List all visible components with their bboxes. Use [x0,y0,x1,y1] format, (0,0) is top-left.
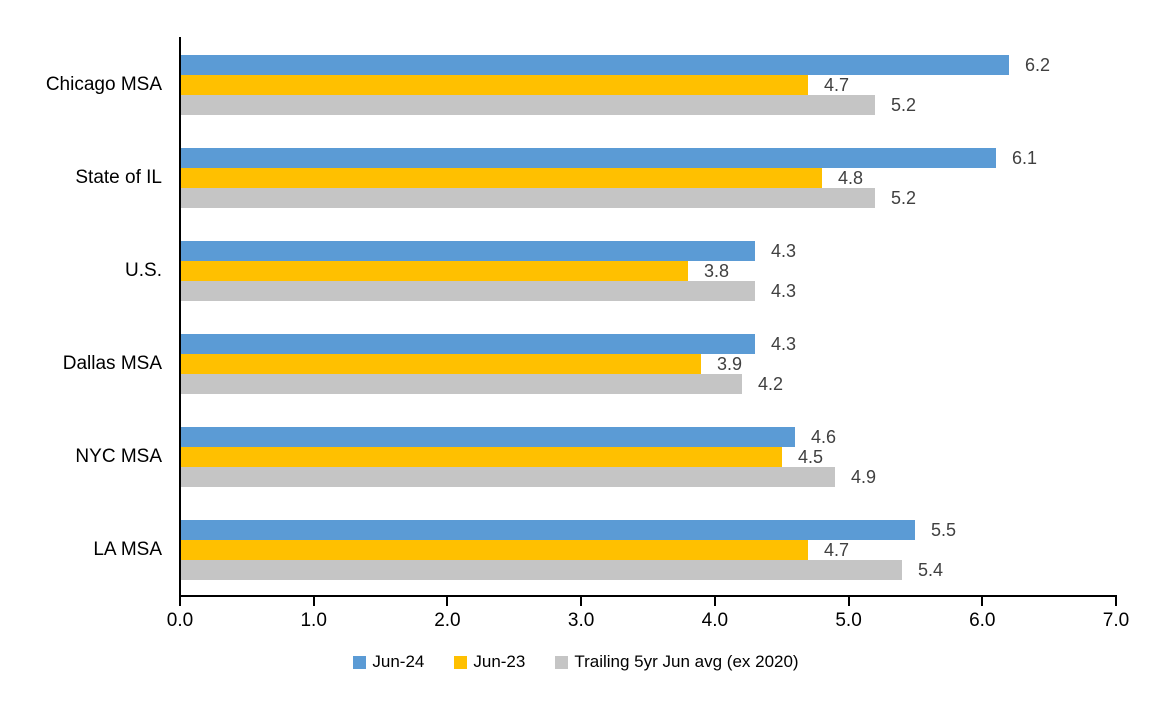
bar-jun-24 [180,520,915,541]
value-label: 4.3 [771,280,797,301]
value-label: 4.7 [824,74,850,95]
bar-trailing-5yr-jun-avg-ex-2020- [180,187,875,208]
legend-swatch-icon [555,655,569,669]
bar-trailing-5yr-jun-avg-ex-2020- [180,467,835,488]
bar-jun-24 [180,54,1009,75]
value-label: 4.9 [851,467,877,488]
bar-jun-23 [180,354,701,375]
bar-jun-24 [180,147,996,168]
x-axis-tick-label: 1.0 [300,610,327,631]
x-axis-tick [312,597,315,606]
bar-trailing-5yr-jun-avg-ex-2020- [180,374,742,395]
bar-jun-23 [180,447,782,468]
value-label: 6.1 [1012,147,1038,168]
category-label-dallas-msa: Dallas MSA [62,353,162,375]
y-axis-line [179,37,181,598]
legend-label: Jun-24 [372,652,425,671]
x-axis-tick [981,597,984,606]
bar-trailing-5yr-jun-avg-ex-2020- [180,560,902,581]
category-label-u-s-: U.S. [125,259,162,281]
bar-jun-23 [180,74,808,95]
legend-swatch-icon [454,655,468,669]
value-label: 5.5 [931,520,957,541]
x-axis-tick-label: 0.0 [166,610,194,631]
x-axis-tick [713,597,716,606]
bar-jun-23 [180,260,688,281]
x-axis-tick [1115,597,1117,606]
x-axis-tick [446,597,449,606]
value-label: 4.7 [824,540,850,561]
category-label-la-msa: LA MSA [93,539,162,561]
x-axis-tick [179,597,181,606]
bar-jun-24 [180,427,795,448]
bar-trailing-5yr-jun-avg-ex-2020- [180,94,875,115]
category-label-chicago-msa: Chicago MSA [45,73,162,95]
value-label: 4.8 [838,167,864,188]
value-label: 4.2 [758,374,784,395]
x-axis-tick-label: 2.0 [434,610,461,631]
value-label: 6.2 [1025,54,1051,75]
value-label: 4.6 [811,427,837,448]
value-label: 4.5 [798,447,824,468]
value-label: 5.4 [918,560,944,581]
legend-swatch-icon [353,655,367,669]
legend-label: Jun-23 [473,652,526,671]
bar-trailing-5yr-jun-avg-ex-2020- [180,280,755,301]
value-label: 5.2 [891,94,917,115]
value-label: 4.3 [771,334,797,355]
x-axis-line [179,595,1117,597]
x-axis-tick [580,597,583,606]
legend-label: Trailing 5yr Jun avg (ex 2020) [574,652,799,671]
x-axis-tick-label: 5.0 [835,610,862,631]
bar-jun-24 [180,240,755,261]
value-label: 3.8 [704,260,730,281]
x-axis-tick-label: 6.0 [969,610,996,631]
legend: Jun-24 Jun-23 Trailing 5yr Jun avg (ex 202… [0,649,1152,675]
x-axis-tick-label: 4.0 [701,610,729,631]
x-axis-tick [847,597,850,606]
bar-jun-23 [180,540,808,561]
legend-item-jun-23: Jun-23 [454,652,525,672]
x-axis-tick-label: 3.0 [567,610,595,631]
legend-item-trailing-5yr-jun-avg-ex-2020-: Trailing 5yr Jun avg (ex 2020) [555,652,799,672]
value-label: 3.9 [717,354,743,375]
value-label: 4.3 [771,240,797,261]
category-label-state-of-il: State of IL [75,166,162,188]
x-axis-tick-label: 7.0 [1102,610,1130,631]
value-label: 5.2 [891,187,917,208]
legend-item-jun-24: Jun-24 [353,652,424,672]
bar-jun-23 [180,167,822,188]
bar-jun-24 [180,334,755,355]
category-label-nyc-msa: NYC MSA [75,446,162,468]
